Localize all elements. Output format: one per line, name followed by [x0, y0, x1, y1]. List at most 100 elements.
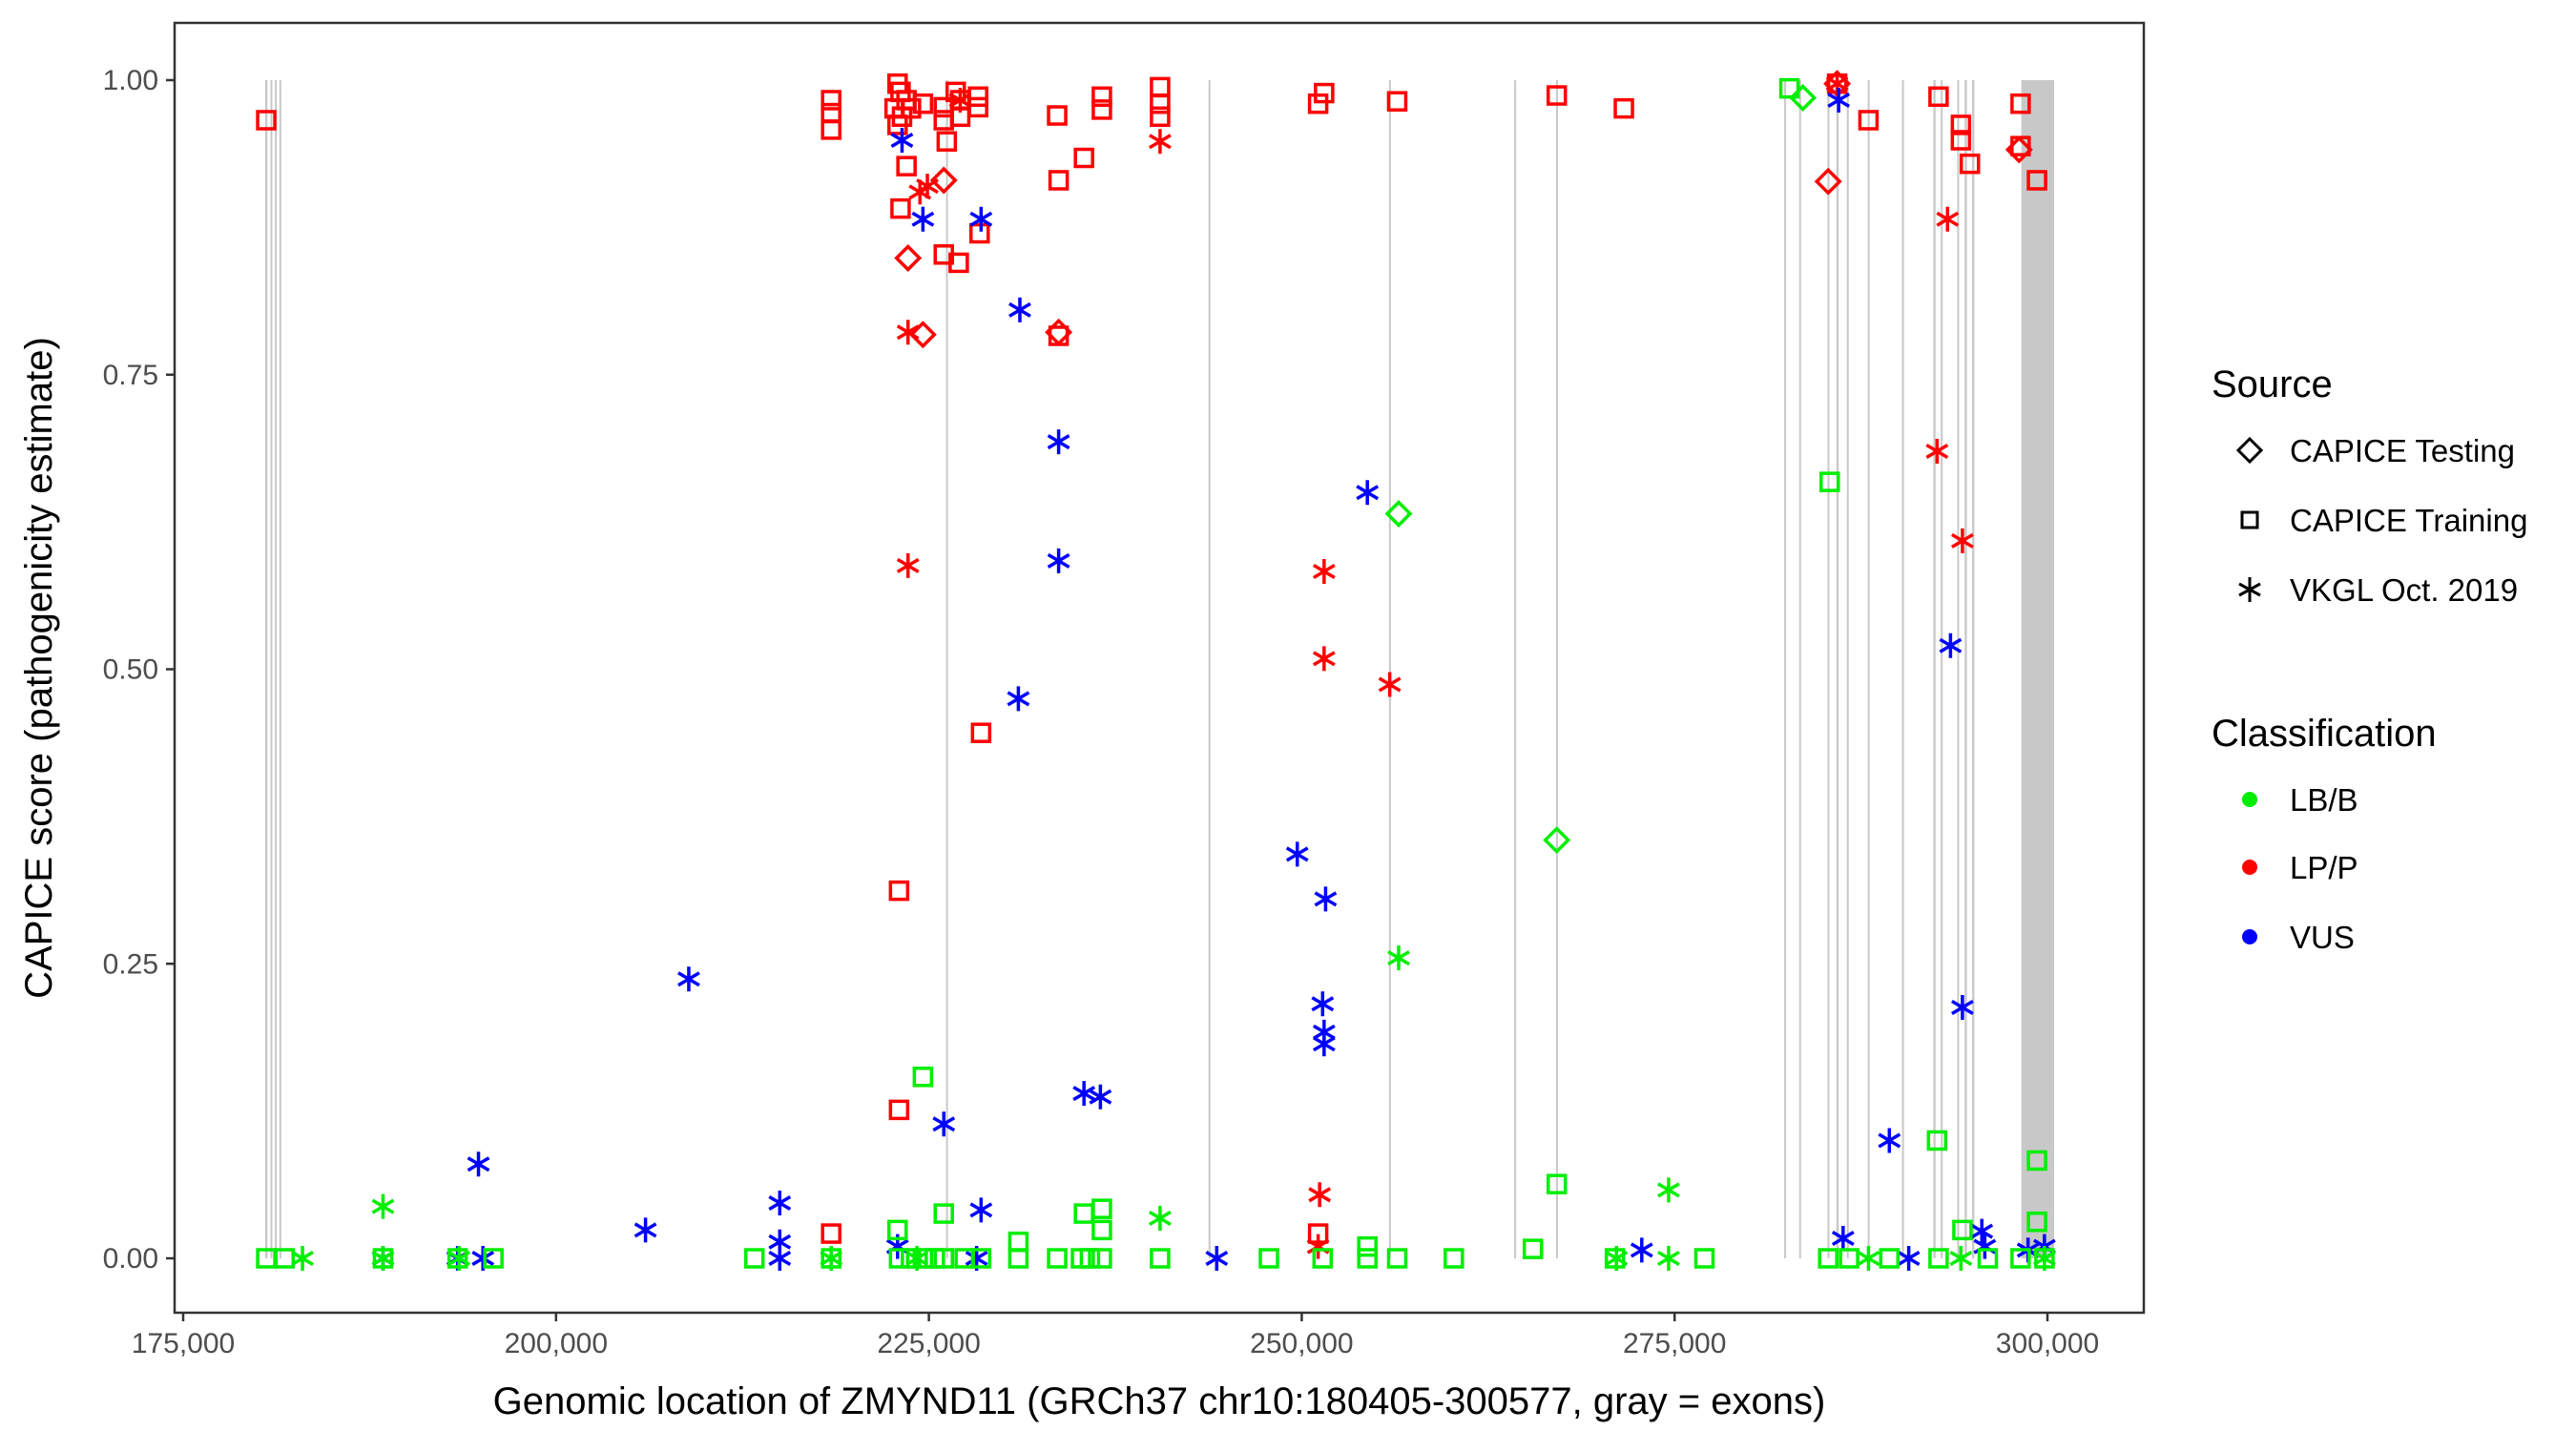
point-asterisk	[768, 1190, 792, 1215]
point-square	[256, 110, 277, 131]
point-asterisk	[1047, 548, 1070, 573]
point-square	[1819, 471, 1840, 492]
point-diamond	[1045, 318, 1073, 346]
point-diamond	[929, 166, 958, 195]
point-asterisk	[1939, 633, 1963, 658]
point-square	[1613, 97, 1634, 119]
point-square	[1048, 170, 1070, 191]
point-asterisk	[820, 1246, 843, 1271]
point-square	[1091, 1248, 1112, 1269]
y-axis: 0.00 0.25 0.50 0.75 1.00	[103, 65, 175, 1275]
point-square	[887, 114, 908, 135]
point-square	[1959, 153, 1981, 175]
exon-band	[275, 80, 278, 1258]
point-asterisk	[1657, 1246, 1680, 1271]
point-asterisk	[634, 1217, 657, 1243]
point-square	[1314, 82, 1335, 104]
x-axis-title: Genomic location of ZMYND11 (GRCh37 chr1…	[493, 1380, 1826, 1422]
exon-band	[1941, 80, 1943, 1258]
point-square	[967, 86, 988, 108]
x-tick-label: 300,000	[1996, 1328, 2099, 1359]
square-icon	[2240, 510, 2259, 529]
point-diamond	[1543, 826, 1571, 855]
y-tick-label: 0.75	[103, 360, 158, 391]
point-asterisk	[371, 1246, 395, 1271]
point-asterisk	[1314, 886, 1338, 912]
legend-item-lpp: LP/P	[2242, 850, 2358, 885]
point-square	[1950, 130, 1972, 151]
exon-band	[1867, 80, 1870, 1258]
point-square	[483, 1248, 504, 1269]
legend-item-capice-testing: CAPICE Testing	[2235, 433, 2515, 468]
point-square	[887, 1219, 908, 1241]
exon-band	[1901, 80, 1904, 1258]
legend-label: VKGL Oct. 2019	[2290, 572, 2518, 608]
legend-item-vus: VUS	[2242, 920, 2355, 955]
point-square	[1952, 1219, 1973, 1241]
point-asterisk	[677, 966, 700, 992]
point-diamond	[908, 321, 937, 349]
point-asterisk	[1007, 686, 1030, 712]
point-square	[1312, 1248, 1334, 1269]
data-points	[256, 70, 2056, 1271]
point-asterisk	[471, 1246, 495, 1271]
point-square	[1079, 1248, 1101, 1269]
point-square	[2026, 1211, 2047, 1233]
x-tick-label: 200,000	[505, 1328, 608, 1359]
point-asterisk	[1949, 1246, 1973, 1271]
y-tick-label: 0.25	[103, 948, 158, 980]
point-square	[1928, 1248, 1949, 1269]
point-asterisk	[1387, 945, 1410, 971]
point-square	[1150, 1248, 1171, 1269]
point-square	[1839, 1248, 1859, 1269]
point-asterisk	[969, 1197, 993, 1223]
point-square	[901, 97, 922, 119]
x-tick-label: 275,000	[1623, 1328, 1726, 1359]
point-square	[1977, 1248, 1999, 1269]
point-asterisk	[1857, 1246, 1880, 1271]
point-asterisk	[1897, 1246, 1921, 1271]
point-square	[970, 722, 992, 743]
point-asterisk	[1936, 206, 1960, 232]
legend-item-vkgl: VKGL Oct. 2019	[2238, 572, 2518, 608]
legend-label: VUS	[2290, 920, 2355, 955]
point-square	[1926, 1130, 1948, 1151]
legend-label: CAPICE Training	[2290, 503, 2527, 538]
point-asterisk	[1630, 1237, 1653, 1263]
legend-item-capice-training: CAPICE Training	[2240, 503, 2527, 538]
point-square	[2010, 1248, 2031, 1269]
point-asterisk	[890, 127, 914, 153]
exon-band	[1784, 80, 1787, 1258]
legend-label: CAPICE Testing	[2290, 433, 2515, 468]
point-square	[1928, 86, 1949, 108]
point-asterisk	[2032, 1246, 2056, 1271]
point-square	[1307, 93, 1329, 114]
exon-band	[1933, 80, 1936, 1258]
point-square	[1357, 1248, 1378, 1269]
point-square	[936, 131, 958, 152]
exon-band	[1957, 80, 1960, 1258]
point-square	[1150, 93, 1171, 114]
y-tick-label: 1.00	[103, 65, 158, 96]
plot-panel-border	[173, 21, 2146, 1315]
point-asterisk	[1149, 1206, 1172, 1232]
point-square	[821, 90, 841, 111]
point-square	[933, 1203, 954, 1224]
point-square	[1091, 99, 1112, 120]
point-square	[274, 1248, 296, 1269]
point-square	[821, 119, 841, 140]
point-square	[1693, 1248, 1715, 1269]
point-square	[888, 1248, 910, 1269]
point-square	[1047, 105, 1068, 126]
point-asterisk	[1047, 429, 1070, 455]
point-asterisk	[291, 1246, 314, 1271]
point-square	[1008, 1248, 1029, 1269]
point-square	[933, 1248, 954, 1269]
point-square	[1858, 110, 1880, 131]
point-square	[1386, 91, 1408, 112]
legend-title-source: Source	[2212, 363, 2333, 405]
point-asterisk	[896, 552, 920, 578]
x-tick-label: 175,000	[132, 1328, 235, 1359]
point-asterisk	[1605, 1246, 1629, 1271]
point-asterisk	[371, 1193, 395, 1219]
